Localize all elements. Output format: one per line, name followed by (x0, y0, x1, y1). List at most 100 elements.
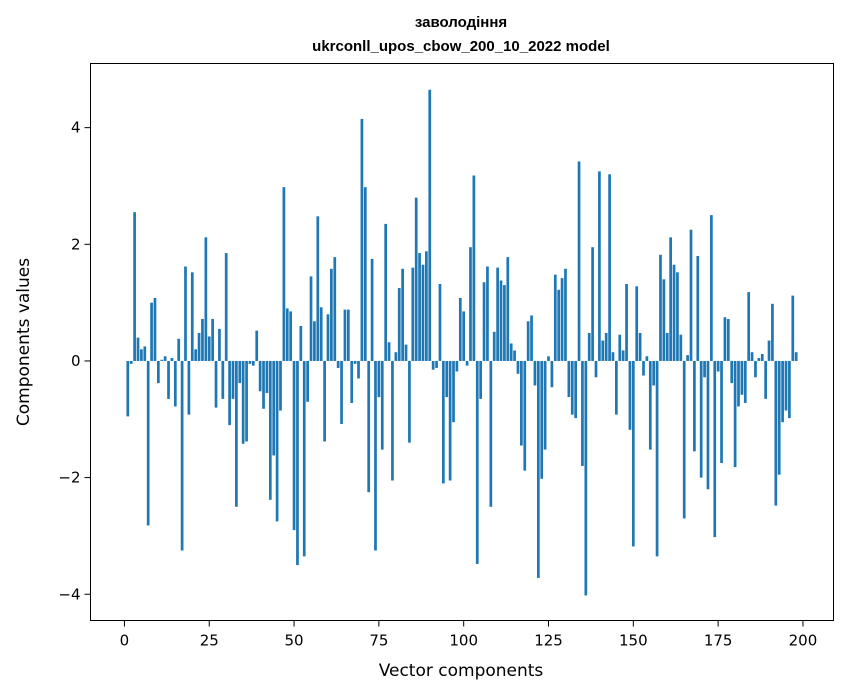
bar-48 (285, 308, 289, 361)
bar-83 (404, 344, 408, 361)
bar-77 (384, 223, 388, 361)
bar-114 (509, 343, 513, 361)
bar-140 (598, 171, 601, 361)
bar-146 (618, 334, 622, 361)
bar-109 (492, 331, 496, 361)
bar-132 (570, 360, 574, 415)
bar-10 (157, 360, 160, 384)
bar-118 (523, 360, 527, 471)
bar-150 (631, 360, 635, 547)
bar-138 (591, 247, 594, 361)
bar-66 (346, 309, 350, 361)
bar-120 (530, 315, 533, 361)
bar-45 (275, 360, 279, 522)
bar-98 (455, 360, 459, 372)
bar-176 (720, 360, 723, 464)
x-axis-label: Vector components (379, 661, 544, 681)
plot-frame (90, 63, 834, 621)
bar-61 (330, 268, 333, 361)
bar-164 (679, 334, 683, 361)
bar-147 (621, 350, 625, 361)
bar-189 (764, 360, 767, 399)
bar-180 (733, 360, 737, 468)
bar-153 (642, 360, 645, 376)
bar-194 (781, 360, 784, 423)
bar-157 (655, 360, 659, 557)
bar-50 (292, 360, 296, 531)
bar-69 (357, 360, 360, 379)
bar-163 (676, 272, 679, 361)
bar-22 (197, 332, 201, 361)
bar-196 (788, 360, 791, 419)
bar-116 (516, 360, 520, 374)
bar-131 (567, 360, 571, 398)
bar-144 (611, 352, 615, 361)
bar-99 (458, 297, 462, 361)
bar-128 (557, 289, 561, 361)
bar-52 (299, 325, 303, 361)
bar-37 (248, 360, 252, 364)
bar-97 (452, 360, 455, 423)
bar-111 (499, 280, 503, 361)
bar-106 (482, 282, 486, 361)
bar-177 (723, 317, 727, 361)
bar-158 (659, 254, 662, 361)
bar-148 (625, 283, 628, 361)
bar-16 (177, 338, 181, 361)
bar-142 (604, 332, 608, 361)
bar-179 (730, 360, 734, 384)
bar-175 (716, 360, 720, 372)
bar-165 (682, 360, 686, 519)
bar-76 (380, 360, 384, 450)
bar-160 (665, 332, 669, 361)
bar-38 (251, 360, 255, 366)
bar-166 (686, 355, 689, 361)
bar-35 (241, 360, 245, 444)
bar-24 (204, 237, 208, 361)
bar-1 (126, 360, 130, 417)
bar-8 (150, 302, 153, 361)
bar-130 (564, 268, 567, 361)
bar-4 (136, 337, 140, 361)
bar-126 (550, 360, 554, 388)
bar-184 (747, 292, 751, 361)
bar-155 (648, 360, 652, 450)
bar-2 (129, 360, 133, 364)
bar-119 (526, 321, 530, 361)
bar-197 (791, 295, 795, 361)
bar-73 (370, 258, 374, 361)
bar-86 (414, 197, 418, 361)
bar-107 (486, 266, 489, 361)
bar-68 (353, 360, 357, 364)
bar-55 (309, 276, 313, 361)
bar-141 (601, 340, 605, 361)
bar-27 (214, 360, 218, 408)
bar-30 (224, 253, 228, 361)
bars-group (126, 89, 798, 596)
bar-64 (340, 360, 343, 424)
bar-79 (391, 360, 394, 481)
bar-190 (767, 340, 771, 361)
bar-159 (662, 279, 666, 361)
bar-29 (221, 360, 225, 399)
bar-5 (140, 349, 143, 361)
bar-81 (397, 288, 401, 361)
y-tick-label: 2 (71, 235, 81, 253)
x-tick-label: 50 (285, 632, 304, 650)
bar-54 (306, 360, 309, 402)
y-tick-label: 0 (71, 352, 81, 370)
bar-33 (235, 360, 238, 507)
bar-34 (238, 360, 242, 384)
y-axis-ticks: −4 −2 0 2 4 (58, 119, 91, 603)
x-tick-label: 75 (369, 632, 388, 650)
bar-173 (710, 215, 713, 361)
bar-167 (689, 229, 693, 361)
bar-162 (672, 264, 676, 361)
bar-124 (543, 360, 547, 450)
bar-110 (496, 267, 499, 361)
bar-186 (754, 360, 757, 378)
x-tick-label: 100 (449, 632, 478, 650)
bar-168 (693, 360, 696, 452)
bar-89 (425, 251, 428, 361)
